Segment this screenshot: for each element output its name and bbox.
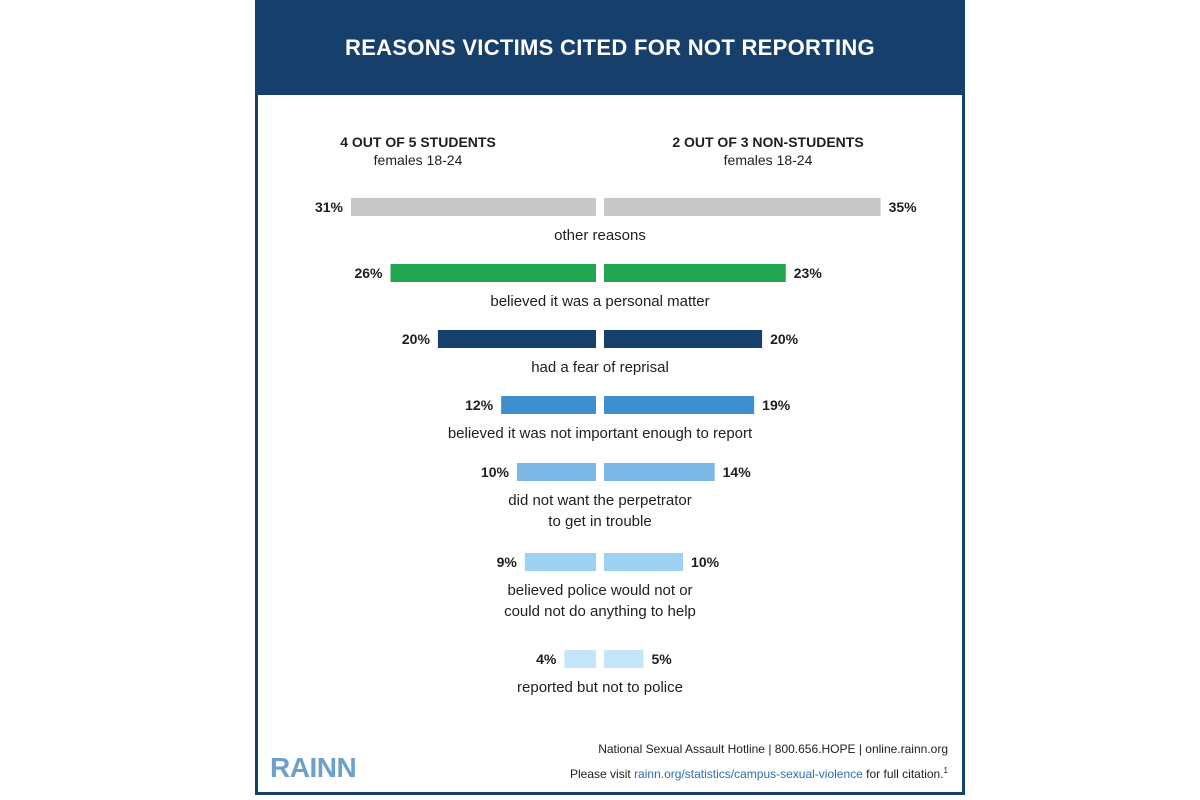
category-label-2: had a fear of reprisal [531,359,669,376]
category-label-0: other reasons [554,227,646,244]
value-label-left-3: 12% [465,397,494,413]
rainn-logo: RAINN [270,752,357,783]
chart-title: REASONS VICTIMS CITED FOR NOT REPORTING [345,34,875,60]
citation-text: Please visit rainn.org/statistics/campus… [570,766,948,781]
bar-right-2 [604,330,763,348]
value-label-right-0: 35% [889,199,918,215]
bar-left-1 [390,264,596,282]
category-label-1: believed it was a personal matter [490,293,709,310]
butterfly-chart: 31% 35% other reasons 26% 23% believed it was… [315,198,918,696]
value-label-left-2: 20% [402,331,431,347]
category-label-4-1: to get in trouble [548,513,651,530]
right-column-subtitle: females 18-24 [723,152,813,168]
left-column-subtitle: females 18-24 [373,152,463,168]
value-label-left-6: 4% [536,651,557,667]
right-column-title: 2 OUT OF 3 NON-STUDENTS [672,134,864,150]
bar-right-1 [604,264,786,282]
bar-left-5 [524,553,596,571]
value-label-right-6: 5% [652,651,673,667]
citation-suffix: for full citation. [866,767,944,781]
value-label-left-4: 10% [481,464,510,480]
category-label-4-0: did not want the perpetrator [508,492,691,509]
value-label-left-1: 26% [354,265,383,281]
citation-prefix: Please visit [570,767,631,781]
value-label-left-5: 9% [497,554,518,570]
right-column-header: 2 OUT OF 3 NON-STUDENTS females 18-24 [638,134,898,168]
value-label-left-0: 31% [315,199,344,215]
bar-left-6 [564,650,596,668]
left-column-title: 4 OUT OF 5 STUDENTS [340,134,496,150]
bar-left-4 [516,463,596,481]
hotline-text: National Sexual Assault Hotline | 800.65… [598,742,948,756]
value-label-right-4: 14% [723,464,752,480]
category-label-6: reported but not to police [517,679,683,696]
value-label-right-3: 19% [762,397,791,413]
citation-mark: 1 [943,766,948,775]
category-label-5-1: could not do anything to help [504,603,696,620]
infographic-card: REASONS VICTIMS CITED FOR NOT REPORTING … [255,0,965,795]
bar-left-3 [501,396,596,414]
title-banner: REASONS VICTIMS CITED FOR NOT REPORTING [258,0,962,95]
bar-right-0 [604,198,881,216]
value-label-right-5: 10% [691,554,720,570]
bar-left-0 [351,198,596,216]
bar-right-6 [604,650,644,668]
value-label-right-2: 20% [770,331,799,347]
category-label-5-0: believed police would not or [507,582,692,599]
bar-right-3 [604,396,755,414]
bar-left-2 [437,330,596,348]
value-label-right-1: 23% [794,265,823,281]
bar-right-4 [604,463,715,481]
bar-right-5 [604,553,684,571]
left-column-header: 4 OUT OF 5 STUDENTS females 18-24 [288,134,548,168]
citation-link[interactable]: rainn.org/statistics/campus-sexual-viole… [634,767,863,781]
category-label-3: believed it was not important enough to … [448,425,753,442]
